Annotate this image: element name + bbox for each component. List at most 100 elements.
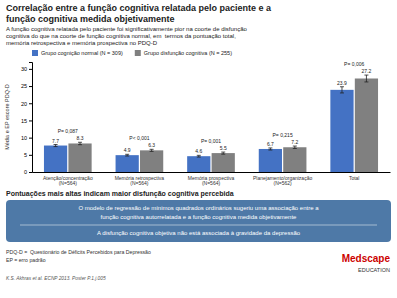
legend-label: Grupo disfunção cognitiva (N = 255) xyxy=(144,50,232,56)
bar-series xyxy=(44,90,354,172)
logo-text: Medscape xyxy=(342,253,391,264)
text-line: (N=564) xyxy=(130,180,149,186)
y-tick-label: 20 xyxy=(21,101,27,107)
x-tick-label: Total xyxy=(349,175,360,181)
y-tick-mark xyxy=(29,86,32,87)
data-label: 5.5 xyxy=(220,145,227,151)
info-box-background xyxy=(6,200,391,242)
legend-item: Grupo cognição normal (N = 309) xyxy=(32,50,123,56)
data-label: 4.9 xyxy=(124,147,131,153)
x-tick: Memória retrospectiva(N=564) xyxy=(115,175,165,187)
error-bar xyxy=(150,149,154,151)
error-bar xyxy=(54,145,58,147)
error-bars xyxy=(78,75,368,154)
y-tick: 0 xyxy=(24,169,32,175)
data-label: 8.3 xyxy=(77,135,84,141)
y-axis: 0 5 10 15 20 25 30 xyxy=(21,63,33,176)
y-tick-label: 0 xyxy=(24,169,27,175)
bar xyxy=(212,153,235,172)
footnote: EP = erro padrão xyxy=(6,257,46,263)
y-tick: 15 xyxy=(21,118,32,124)
error-bars xyxy=(54,87,344,157)
y-tick-label: 30 xyxy=(21,66,27,72)
text-line: (N=564) xyxy=(59,180,78,186)
p-value: P= 0,087 xyxy=(58,128,78,134)
info-box-text: função cognitiva autorrelatada e a funçã… xyxy=(101,214,297,220)
x-tick-label: Memória prospectiva(N=564) xyxy=(188,175,235,187)
info-box-text: O modelo de regressão de mínimos quadrad… xyxy=(78,205,319,211)
x-tick: Planejamento/organização(N=562) xyxy=(253,175,312,187)
title: Correlação entre a função cognitiva rela… xyxy=(6,3,272,24)
note: Pontuações mais altas indicam maior disf… xyxy=(6,190,234,198)
plot-area xyxy=(44,75,378,172)
p-value: P= 0,006 xyxy=(344,61,364,67)
data-label: 7.2 xyxy=(291,139,298,145)
bar xyxy=(355,79,378,173)
x-tick-label: Atenção/concentração(N=564) xyxy=(43,175,93,187)
text-line: Total xyxy=(349,175,360,181)
y-tick: 30 xyxy=(21,66,32,72)
data-label: 27.2 xyxy=(362,68,372,74)
bar xyxy=(68,143,91,172)
y-tick-mark xyxy=(29,172,32,173)
info-box-text: A disfunção cognitiva objetiva não está … xyxy=(97,230,301,236)
chart-svg: Correlação entre a função cognitiva rela… xyxy=(0,0,397,298)
text-line: memória retrospectiva e memória prospect… xyxy=(6,40,158,46)
y-tick-mark xyxy=(29,138,32,139)
error-bar xyxy=(293,146,297,148)
chart-container: Correlação entre a função cognitiva rela… xyxy=(0,0,397,298)
legend-item: Grupo disfunção cognitiva (N = 255) xyxy=(135,50,232,56)
text-line: A função cognitiva relatada pelo pacient… xyxy=(6,26,247,32)
bar xyxy=(259,149,282,172)
bar xyxy=(187,156,210,172)
x-tick: Memória prospectiva(N=564) xyxy=(188,175,235,187)
logo-text: EDUCATION xyxy=(358,267,390,273)
text-line: (N=564) xyxy=(202,180,221,186)
bar xyxy=(283,147,306,172)
footnote: PDQ-D = Questionário de Déficits Percebi… xyxy=(6,249,151,255)
y-tick-label: 15 xyxy=(21,118,27,124)
bar xyxy=(44,146,67,172)
text-line: cognitiva do que na coorte de função cog… xyxy=(6,33,236,39)
error-bar xyxy=(197,155,201,157)
info-box-separator xyxy=(20,225,377,226)
y-axis-line xyxy=(29,63,33,173)
text-line: função cognitiva medida objetivamente xyxy=(6,14,175,24)
y-axis-title: Média e EP escore PDQ-D xyxy=(4,84,10,150)
error-bar xyxy=(340,87,344,93)
y-tick-label: 5 xyxy=(24,152,27,158)
data-label: 23.9 xyxy=(337,80,347,86)
bar xyxy=(330,90,353,172)
text-line: Correlação entre a função cognitiva rela… xyxy=(6,3,272,13)
x-tick: Atenção/concentração(N=564) xyxy=(43,175,93,187)
y-tick-label: 25 xyxy=(21,83,27,89)
y-tick: 5 xyxy=(24,152,32,158)
legend-label: Grupo cognição normal (N = 309) xyxy=(41,50,123,56)
y-tick: 10 xyxy=(21,135,32,141)
error-bar xyxy=(125,154,129,156)
legend-swatch xyxy=(135,50,141,56)
p-values: P= 0,087P< 0,001P= 0,001P= 0,215P= 0,006 xyxy=(58,61,365,144)
bar-series xyxy=(68,79,378,173)
y-tick: 20 xyxy=(21,101,32,107)
x-axis: Atenção/concentração(N=564) Memória retro… xyxy=(33,173,391,187)
text-line: (N=562) xyxy=(273,180,292,186)
y-tick-mark xyxy=(29,155,32,156)
x-tick-label: Planejamento/organização(N=562) xyxy=(253,175,312,187)
data-label: 6.3 xyxy=(148,142,155,148)
error-bar xyxy=(364,75,368,82)
error-bar xyxy=(78,142,82,144)
bar xyxy=(116,155,139,172)
source: K.S. Akhras et al. ECNP 2013. Poster P.1… xyxy=(6,276,106,281)
legend-swatch xyxy=(32,50,38,56)
x-tick: Total xyxy=(349,175,360,181)
p-value: P= 0,001 xyxy=(201,138,221,144)
data-label: 7.7 xyxy=(52,138,59,144)
x-axis-line xyxy=(33,172,391,173)
error-bar xyxy=(268,148,272,150)
error-bar xyxy=(221,152,225,154)
legend: Grupo cognição normal (N = 309) Grupo dis… xyxy=(32,50,232,56)
p-value: P< 0,001 xyxy=(129,135,149,141)
bar xyxy=(140,150,163,172)
info-box: O modelo de regressão de mínimos quadrad… xyxy=(6,200,391,242)
